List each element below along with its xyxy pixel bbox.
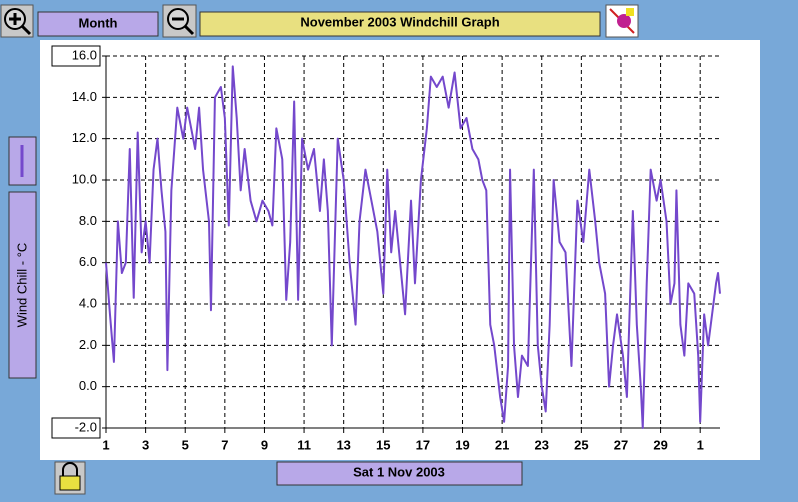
zoom-out-button[interactable] (162, 4, 197, 38)
y-axis-title: Wind Chill - °C (14, 243, 29, 328)
y-tick-label: 10.0 (72, 171, 97, 186)
y-tick-box (51, 417, 101, 439)
y-tick-label: 0.0 (79, 378, 97, 393)
range-label: Month (79, 15, 118, 30)
date-label: Sat 1 Nov 2003 (353, 464, 445, 479)
x-tick-label: 25 (574, 437, 588, 452)
zoom-in-button[interactable] (0, 4, 34, 38)
chart-title: November 2003 Windchill Graph (300, 14, 499, 29)
y-tick-box (51, 45, 101, 67)
x-tick-label: 15 (376, 437, 390, 452)
x-tick-label: 1 (102, 437, 109, 452)
x-tick-label: 7 (221, 437, 228, 452)
x-tick-label: 5 (182, 437, 189, 452)
y-tick-label: 6.0 (79, 254, 97, 269)
settings-icon[interactable] (605, 4, 639, 38)
legend-swatch (8, 136, 37, 186)
range-button[interactable]: Month (37, 11, 159, 37)
x-tick-label: 1 (697, 437, 704, 452)
date-button[interactable]: Sat 1 Nov 2003 (276, 461, 523, 486)
x-tick-label: 9 (261, 437, 268, 452)
data-line (105, 65, 721, 429)
x-tick-label: 23 (535, 437, 549, 452)
x-tick-label: 19 (455, 437, 469, 452)
x-tick-label: 21 (495, 437, 509, 452)
y-tick-label: 14.0 (72, 89, 97, 104)
y-tick-label: 8.0 (79, 213, 97, 228)
y-tick-label: 16.0 (72, 47, 97, 62)
y-tick-label: 2.0 (79, 337, 97, 352)
plot: 16.014.012.010.08.06.04.02.00.0-2.01 3 5 7 9… (51, 45, 721, 452)
x-tick-label: 3 (142, 437, 149, 452)
x-tick-label: 17 (416, 437, 430, 452)
y-tick-label: -2.0 (75, 419, 97, 434)
y-tick-label: 12.0 (72, 130, 97, 145)
x-tick-label: 29 (653, 437, 667, 452)
x-tick-label: 27 (614, 437, 628, 452)
y-axis-title-box (8, 191, 37, 379)
y-tick-label: 4.0 (79, 295, 97, 310)
x-tick-label: 11 (297, 437, 311, 452)
lock-button[interactable] (54, 461, 86, 495)
x-tick-label: 13 (336, 437, 350, 452)
title-box (199, 11, 601, 37)
